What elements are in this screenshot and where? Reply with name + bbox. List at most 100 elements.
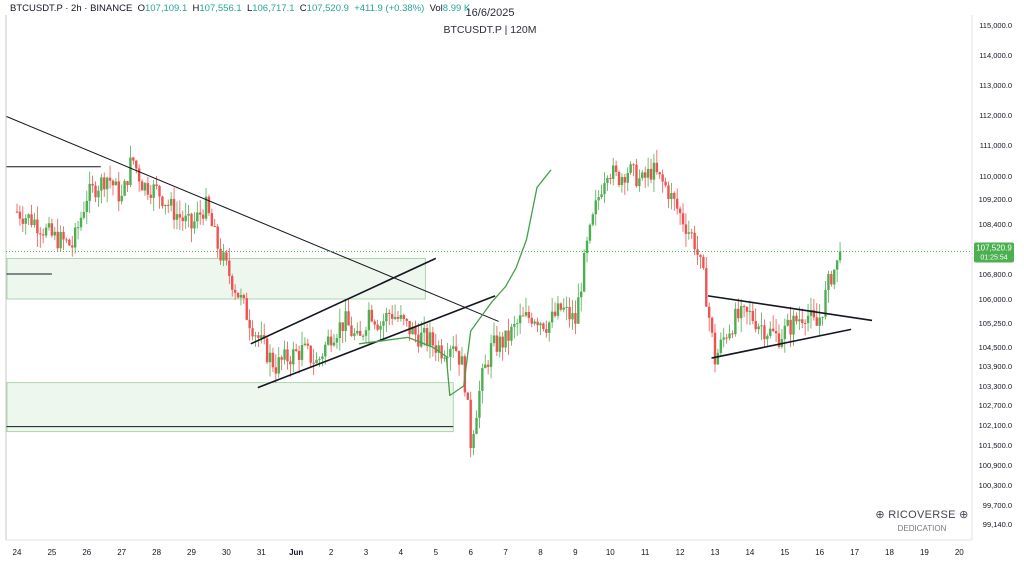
time-tick: 25 <box>47 548 56 557</box>
candle-body <box>582 253 586 292</box>
candle-body <box>158 186 161 197</box>
price-tick: 104,500.0 <box>979 343 1012 352</box>
candle-body <box>324 344 327 357</box>
price-tick: 106,800.0 <box>979 270 1012 279</box>
candle-body <box>803 323 807 325</box>
descending-trendline[interactable] <box>6 116 499 322</box>
candle-body <box>222 252 225 261</box>
zone-2[interactable] <box>6 382 454 433</box>
ohlc-legend: BTCUSDT.P · 2h · BINANCE O107,109.1 H107… <box>10 3 470 14</box>
watermark-tagline: DEDICATION <box>897 524 947 533</box>
trendline-drawings[interactable] <box>6 116 873 428</box>
candle-body <box>629 164 632 173</box>
close-label: C <box>299 3 307 14</box>
candle-body <box>190 213 193 229</box>
time-tick: 11 <box>641 548 650 557</box>
candle-body <box>786 319 789 326</box>
candle-body <box>536 321 539 326</box>
candle-body <box>105 177 109 190</box>
candle-body <box>280 357 283 360</box>
time-tick: 12 <box>676 548 685 557</box>
candle-body <box>574 313 577 324</box>
candle-body <box>821 316 824 318</box>
candle-body <box>748 310 752 312</box>
price-tick: 103,900.0 <box>979 362 1012 371</box>
candle-body <box>178 214 182 218</box>
channel-upper-line[interactable] <box>250 257 437 345</box>
candle-body <box>213 226 216 228</box>
candle-body <box>705 268 708 307</box>
triangle-upper-line[interactable] <box>707 295 873 322</box>
candle-body <box>36 219 39 234</box>
candle-body <box>286 349 289 362</box>
time-tick: 6 <box>468 548 473 557</box>
candle-body <box>824 289 827 317</box>
candle-body <box>373 321 376 325</box>
price-tick: 112,000.0 <box>979 111 1012 120</box>
candle-body <box>56 231 59 249</box>
open-label: O <box>137 3 145 14</box>
candle-body <box>533 321 536 324</box>
candle-body <box>498 336 501 352</box>
candle-body <box>379 325 382 330</box>
candle-body <box>673 193 676 199</box>
candle-body <box>693 232 696 250</box>
candle-body <box>510 326 513 341</box>
candle-body <box>50 223 54 236</box>
candle-body <box>667 185 670 200</box>
candle-body <box>24 218 27 224</box>
candle-body <box>140 181 144 191</box>
candle-body <box>431 332 435 346</box>
candle-body <box>838 251 842 261</box>
candle-body <box>577 297 580 324</box>
candle-body <box>15 211 19 213</box>
candle-body <box>405 318 408 321</box>
candle-body <box>678 208 682 214</box>
candle-body <box>344 311 347 331</box>
candle-body <box>620 177 624 186</box>
candle-body <box>207 196 211 214</box>
price-tick: 105,250.0 <box>979 319 1012 328</box>
candle-body <box>539 323 542 326</box>
candle-body <box>812 310 816 318</box>
candle-body <box>501 336 504 348</box>
candle-body <box>827 274 830 290</box>
symbol-label[interactable]: BTCUSDT.P · 2h · BINANCE <box>10 3 133 14</box>
candle-body <box>684 224 688 234</box>
candle-body <box>289 361 292 365</box>
candle-body <box>454 346 458 351</box>
candle-body <box>73 227 77 248</box>
time-axis[interactable]: 24 25 26 27 28 29 30 31 Jun 2 3 4 5 6 7 8 9 10 11 12 13 14 15 1… <box>13 548 965 557</box>
triangle-lower-line[interactable] <box>711 328 852 359</box>
candle-body <box>518 315 522 324</box>
candle-body <box>318 358 321 360</box>
time-tick: Jun <box>289 548 303 557</box>
candle-body <box>751 310 755 322</box>
candle-body <box>597 197 600 201</box>
candle-body <box>739 306 743 319</box>
candle-body <box>632 164 635 166</box>
candle-body <box>94 185 97 198</box>
candle-body <box>492 335 496 344</box>
candle-body <box>452 346 455 349</box>
candle-body <box>466 392 469 400</box>
candle-body <box>361 335 365 337</box>
last-price-badge: 107,520.9 01:25:54 <box>974 242 1014 263</box>
candle-body <box>356 330 359 334</box>
candle-body <box>33 219 36 226</box>
price-tick: 100,300.0 <box>979 481 1012 490</box>
price-tick: 102,100.0 <box>979 421 1012 430</box>
candle-body <box>129 157 132 186</box>
projection-path[interactable] <box>358 169 552 397</box>
zone-1[interactable] <box>6 257 426 300</box>
candle-body <box>295 349 298 351</box>
candle-body <box>53 231 57 236</box>
candle-body <box>414 327 417 335</box>
time-tick: 10 <box>606 548 615 557</box>
price-axis[interactable]: 115,000.0 114,000.0 113,000.0 112,000.0 111,… <box>979 21 1012 529</box>
candle-body <box>771 328 775 331</box>
candle-body <box>309 345 312 363</box>
price-tick: 114,000.0 <box>979 51 1012 60</box>
candle-body <box>830 274 833 285</box>
